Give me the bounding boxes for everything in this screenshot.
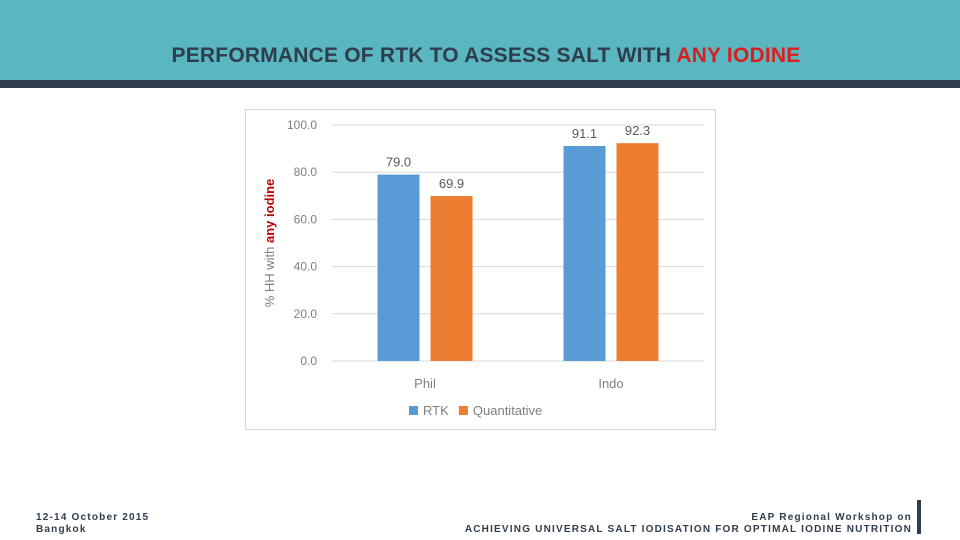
y-tick-label: 100.0 — [287, 118, 317, 132]
legend: RTK Quantitative — [409, 403, 542, 418]
x-tick-label: Indo — [598, 376, 623, 391]
slide-title: PERFORMANCE OF RTK TO ASSESS SALT WITH A… — [0, 44, 960, 68]
footer-accent-bar — [917, 500, 921, 534]
footer-location: Bangkok — [36, 524, 87, 535]
x-tick-label: Phil — [414, 376, 436, 391]
y-tick-label: 0.0 — [300, 354, 317, 368]
footer-left: 12-14 October 2015 Bangkok — [36, 512, 149, 536]
y-tick-label: 80.0 — [294, 165, 318, 179]
y-tick-label: 60.0 — [294, 212, 318, 226]
data-label: 79.0 — [386, 155, 411, 170]
legend-label: RTK — [423, 403, 449, 418]
legend-swatch — [409, 406, 418, 415]
x-tick-labels: Phil Indo — [414, 376, 624, 391]
footer-event-title: ACHIEVING UNIVERSAL SALT IODISATION FOR … — [464, 524, 912, 535]
bar-rtk-phil — [377, 174, 420, 361]
title-main: PERFORMANCE OF RTK TO ASSESS SALT WITH — [171, 44, 677, 67]
bar-quantitative-indo — [616, 143, 659, 361]
y-tick-labels: 0.0 20.0 40.0 60.0 80.0 100.0 — [287, 118, 317, 368]
bars — [377, 143, 659, 361]
bar-chart: 0.0 20.0 40.0 60.0 80.0 100.0 79.0 69.9 91.1 92.… — [262, 118, 704, 418]
data-label: 91.1 — [572, 126, 597, 141]
bar-rtk-indo — [563, 146, 606, 361]
legend-label: Quantitative — [473, 403, 542, 418]
y-tick-label: 40.0 — [294, 260, 318, 274]
header-rule — [0, 80, 960, 88]
data-label: 69.9 — [439, 176, 464, 191]
chart-frame: 0.0 20.0 40.0 60.0 80.0 100.0 79.0 69.9 91.1 92.… — [245, 109, 716, 430]
title-highlight: ANY IODINE — [676, 44, 801, 67]
data-labels: 79.0 69.9 91.1 92.3 — [386, 123, 650, 191]
data-label: 92.3 — [625, 123, 650, 138]
y-axis-label: % HH with any iodine — [262, 179, 277, 308]
y-tick-label: 20.0 — [294, 307, 318, 321]
ylabel-highlight: any iodine — [262, 179, 277, 243]
footer-right: EAP Regional Workshop on ACHIEVING UNIVE… — [465, 512, 912, 536]
legend-swatch — [458, 406, 468, 415]
bar-quantitative-phil — [430, 196, 473, 361]
footer-date: 12-14 October 2015 — [36, 512, 150, 523]
footer-workshop: EAP Regional Workshop on — [751, 512, 912, 523]
header-band — [0, 0, 960, 80]
ylabel-prefix: % HH with — [262, 243, 277, 307]
